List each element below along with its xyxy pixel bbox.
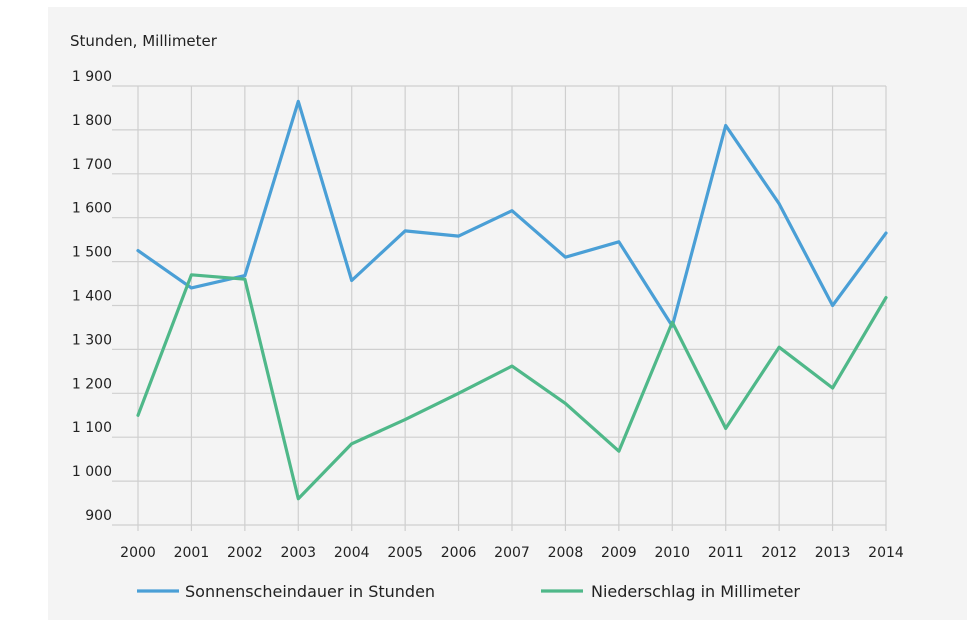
x-tick-label: 2001 (174, 545, 210, 561)
y-tick-labels: 900 1 000 1 100 1 200 1 300 1 400 1 500 1 600 1 … (72, 69, 112, 524)
x-tick-label: 2008 (548, 545, 584, 561)
y-tick-label: 1 300 (72, 332, 112, 348)
x-tick-label: 2009 (601, 545, 637, 561)
chart-panel (48, 7, 967, 620)
x-tick-label: 2010 (654, 545, 690, 561)
x-tick-label: 2005 (387, 545, 423, 561)
x-tick-label: 2012 (761, 545, 797, 561)
x-tick-label: 2000 (120, 545, 156, 561)
legend: Sonnenscheindauer in Stunden Niederschlag… (137, 582, 800, 601)
legend-label-1: Sonnenscheindauer in Stunden (185, 582, 435, 601)
x-tick-label: 2013 (815, 545, 851, 561)
x-tick-labels: 2000 2001 2002 2003 2004 2005 2006 2007 2008 2009… (120, 545, 904, 561)
grid-lines (112, 85, 887, 531)
x-tick-label: 2004 (334, 545, 370, 561)
series-line-2 (136, 273, 888, 501)
series-lines (136, 99, 888, 501)
y-tick-label: 1 100 (72, 420, 112, 436)
x-tick-label: 2003 (280, 545, 316, 561)
y-tick-label: 1 900 (72, 69, 112, 85)
x-tick-label: 2014 (868, 545, 904, 561)
legend-label-2: Niederschlag in Millimeter (591, 582, 800, 601)
y-tick-label: 1 800 (72, 113, 112, 129)
y-axis-title: Stunden, Millimeter (70, 32, 217, 50)
x-tick-label: 2011 (708, 545, 744, 561)
x-tick-label: 2006 (441, 545, 477, 561)
y-tick-label: 1 000 (72, 464, 112, 480)
x-tick-label: 2002 (227, 545, 263, 561)
y-tick-label: 1 200 (72, 376, 112, 392)
y-tick-label: 1 600 (72, 201, 112, 217)
series-line-1 (136, 99, 888, 328)
y-tick-label: 900 (85, 508, 112, 524)
y-tick-label: 1 400 (72, 289, 112, 305)
y-tick-label: 1 700 (72, 157, 112, 173)
x-tick-label: 2007 (494, 545, 530, 561)
y-tick-label: 1 500 (72, 245, 112, 261)
